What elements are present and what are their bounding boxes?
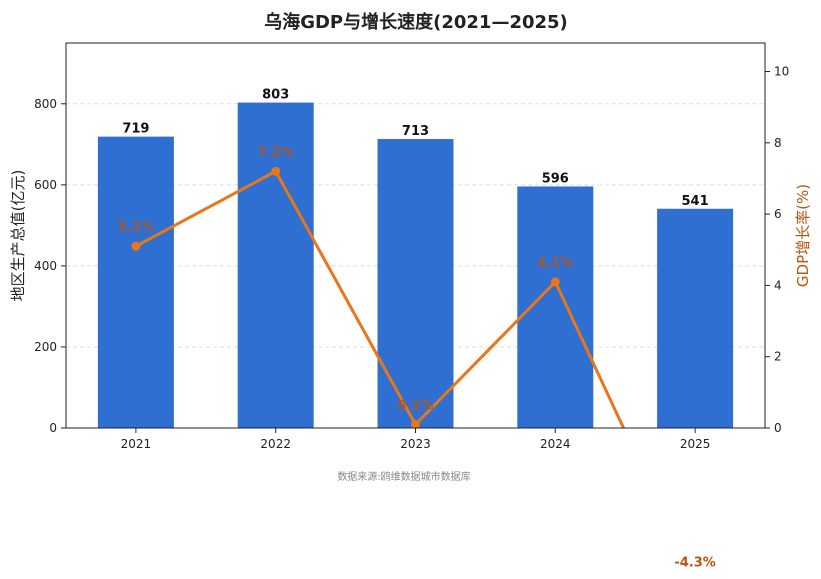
- bars: [97, 102, 734, 429]
- chart-title: 乌海GDP与增长速度(2021—2025): [264, 11, 568, 33]
- growth-value-label: 0.1%: [397, 398, 433, 413]
- growth-point-2021: [131, 241, 141, 251]
- x-tick-label: 2022: [260, 437, 291, 451]
- y2-tick-label: 8: [774, 136, 782, 150]
- growth-line: [131, 166, 626, 429]
- y-tick-label: 200: [34, 340, 57, 354]
- y2-tick-label: 2: [774, 350, 782, 364]
- y-axis-title: 地区生产总值(亿元): [9, 170, 27, 302]
- bar-value-label: 713: [402, 124, 429, 139]
- bar-2025: [657, 208, 734, 428]
- y-tick-label: 600: [34, 178, 57, 192]
- bar-2023: [377, 139, 454, 428]
- axes: 0 200 400 600 800 0 2 4 6 8 10 2021 2022 2023 2024 2025: [34, 42, 789, 451]
- growth-point-2023: [411, 419, 420, 429]
- bar-value-label: 596: [542, 171, 569, 186]
- data-labels: 719 803 713 596 541 5.1% 7.2% 0.1% 4.1% -4.3%: [118, 88, 716, 571]
- y2-tick-label: 10: [774, 65, 789, 79]
- growth-value-label: 5.1%: [118, 220, 154, 235]
- source-note: 数据来源:鸥维数据城市数据库: [337, 470, 470, 483]
- growth-value-label: 4.1%: [537, 256, 573, 271]
- growth-value-label: -4.3%: [674, 555, 715, 570]
- grid-lines: [66, 103, 765, 348]
- y2-axis-title: GDP增长率(%): [794, 184, 812, 287]
- y-tick-label: 0: [49, 421, 57, 435]
- x-tick-label: 2025: [680, 437, 711, 451]
- y2-tick-label: 6: [774, 207, 782, 221]
- bar-value-label: 719: [122, 122, 149, 137]
- y2-tick-label: 4: [774, 278, 782, 292]
- growth-value-label: 7.2%: [258, 145, 294, 160]
- bar-2022: [237, 102, 314, 429]
- growth-point-2024: [550, 277, 560, 287]
- bar-2021: [97, 136, 174, 428]
- bar-value-label: 803: [262, 88, 289, 103]
- bar-value-label: 541: [682, 194, 709, 209]
- y-tick-label: 400: [34, 259, 57, 273]
- y2-tick-label: 0: [774, 421, 782, 435]
- x-tick-label: 2023: [400, 437, 431, 451]
- x-tick-label: 2021: [121, 437, 152, 451]
- x-tick-label: 2024: [540, 437, 571, 451]
- growth-point-2022: [271, 166, 281, 176]
- y-tick-label: 800: [34, 97, 57, 111]
